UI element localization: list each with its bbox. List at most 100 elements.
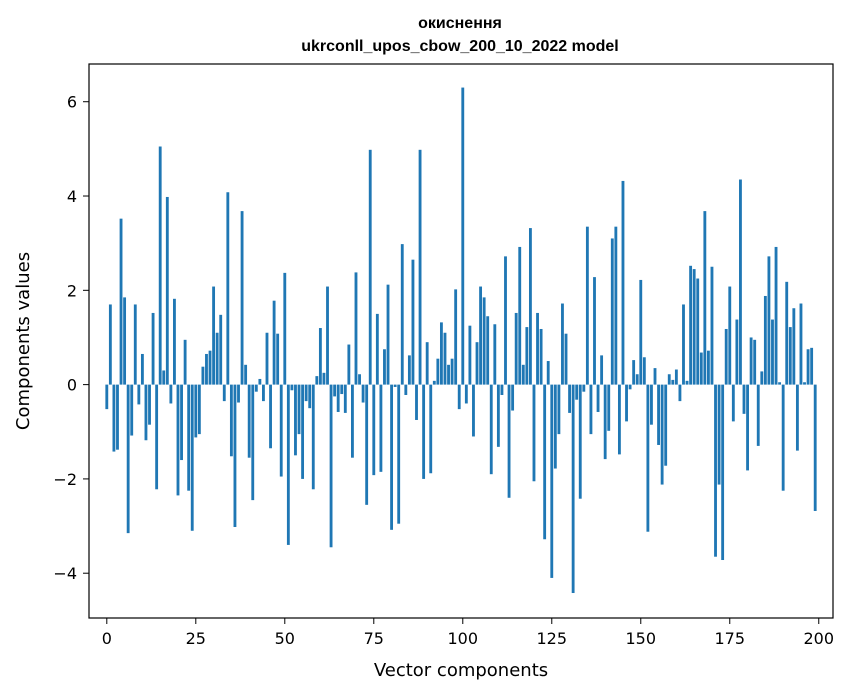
bar-148 <box>632 360 636 385</box>
bar-97 <box>450 358 454 385</box>
bar-48 <box>276 333 280 385</box>
bar-143 <box>614 226 618 385</box>
x-tick-label: 125 <box>537 629 568 648</box>
bar-173 <box>721 384 725 561</box>
bar-72 <box>361 384 365 403</box>
y-tick-label: −4 <box>53 564 77 583</box>
bar-81 <box>393 384 397 387</box>
bar-184 <box>760 371 764 385</box>
bar-126 <box>553 384 557 469</box>
bar-188 <box>774 246 778 385</box>
bar-140 <box>603 384 607 460</box>
bar-55 <box>301 384 305 479</box>
bar-130 <box>568 384 571 413</box>
x-tick-label: 100 <box>448 629 479 648</box>
bar-23 <box>187 384 191 491</box>
bar-175 <box>728 286 732 385</box>
bar-154 <box>653 368 657 385</box>
bar-58 <box>311 384 315 490</box>
bar-37 <box>237 384 240 403</box>
bar-44 <box>262 384 265 402</box>
bar-139 <box>600 355 604 385</box>
bar-47 <box>272 300 276 385</box>
bar-153 <box>650 384 653 425</box>
bar-73 <box>365 384 369 505</box>
bar-46 <box>269 384 272 449</box>
chart-title-line-1: окиснення <box>418 15 502 32</box>
bar-195 <box>799 303 803 385</box>
bar-111 <box>500 384 504 395</box>
bar-182 <box>753 339 757 385</box>
bar-90 <box>425 342 429 385</box>
bar-123 <box>543 384 547 540</box>
bar-69 <box>351 384 354 458</box>
x-tick-label: 25 <box>186 629 206 648</box>
bar-144 <box>617 384 621 455</box>
bar-1 <box>108 304 112 385</box>
bar-134 <box>582 384 586 392</box>
bar-68 <box>347 344 351 385</box>
bar-18 <box>169 384 173 404</box>
bar-113 <box>507 384 511 498</box>
bar-107 <box>486 316 490 385</box>
bar-89 <box>422 384 426 479</box>
bar-67 <box>343 384 347 413</box>
bar-15 <box>158 146 162 385</box>
bar-168 <box>703 211 707 385</box>
bar-149 <box>635 374 639 385</box>
bar-0 <box>105 384 109 410</box>
y-tick-label: −2 <box>53 470 77 489</box>
bar-138 <box>596 384 600 412</box>
bar-84 <box>404 384 408 395</box>
bar-61 <box>322 372 326 385</box>
bar-60 <box>318 328 322 385</box>
bar-62 <box>326 286 329 385</box>
bar-116 <box>518 246 522 385</box>
bar-110 <box>496 384 500 447</box>
bar-21 <box>180 384 183 461</box>
bar-94 <box>439 322 443 385</box>
bar-159 <box>671 379 675 385</box>
bar-121 <box>536 312 539 385</box>
bar-12 <box>148 384 151 425</box>
bar-187 <box>771 319 774 385</box>
bar-56 <box>304 384 308 402</box>
bar-169 <box>706 350 710 385</box>
bar-42 <box>254 384 258 392</box>
bar-198 <box>810 347 814 385</box>
bar-185 <box>763 295 767 385</box>
bar-127 <box>557 384 561 435</box>
bar-160 <box>674 369 678 385</box>
bar-40 <box>247 384 251 458</box>
bar-117 <box>521 364 525 385</box>
bar-166 <box>696 278 700 385</box>
bar-82 <box>397 384 401 524</box>
bar-43 <box>258 378 262 385</box>
bar-193 <box>792 308 796 385</box>
y-axis-ticks: −4 −2 0 2 4 6 <box>53 93 89 583</box>
bar-118 <box>525 327 529 385</box>
bar-142 <box>610 238 614 385</box>
bar-120 <box>532 384 536 482</box>
bar-8 <box>133 304 137 385</box>
bar-86 <box>411 259 415 385</box>
bar-22 <box>183 339 187 385</box>
bars-group <box>105 87 817 594</box>
bar-20 <box>176 384 180 496</box>
bar-83 <box>400 244 404 385</box>
bar-102 <box>468 325 472 385</box>
bar-181 <box>749 337 753 385</box>
bar-75 <box>372 384 376 476</box>
bar-122 <box>539 328 543 385</box>
bar-146 <box>625 384 628 422</box>
x-tick-label: 150 <box>625 629 656 648</box>
bar-33 <box>222 384 226 402</box>
x-axis-ticks: 0 25 50 75 100 125 150 175 200 <box>102 618 834 648</box>
bar-38 <box>240 211 244 385</box>
bar-106 <box>482 297 486 385</box>
x-axis-label: Vector components <box>374 660 548 681</box>
bar-91 <box>429 384 433 474</box>
bar-155 <box>657 384 660 445</box>
bar-5 <box>123 297 127 385</box>
bar-189 <box>778 382 782 385</box>
